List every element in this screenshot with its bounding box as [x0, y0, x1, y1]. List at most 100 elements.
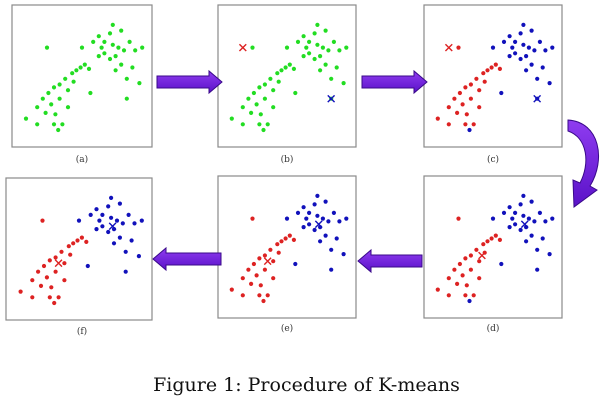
data-point [40, 96, 45, 101]
data-point [497, 66, 502, 71]
data-point [74, 68, 79, 73]
data-point [140, 45, 145, 50]
data-point [460, 273, 465, 278]
data-point [51, 85, 57, 90]
data-point [518, 202, 523, 207]
data-point [110, 22, 115, 27]
data-point [123, 249, 128, 254]
data-point [529, 62, 534, 67]
data-point [446, 293, 451, 298]
data-point [524, 239, 529, 244]
data-point [262, 82, 267, 87]
data-point [36, 269, 41, 274]
data-point [535, 267, 540, 272]
data-point [94, 207, 99, 212]
data-point [287, 62, 292, 67]
panel-a: (a) [11, 4, 153, 165]
data-point [53, 112, 58, 117]
data-point [493, 233, 498, 238]
data-point [540, 65, 545, 70]
data-point [30, 278, 35, 283]
data-point [497, 237, 502, 242]
data-point [334, 65, 339, 70]
data-point [106, 229, 111, 235]
data-point [107, 31, 113, 36]
arrow-c-to-d [567, 119, 600, 208]
data-point [229, 116, 234, 121]
data-point [507, 34, 512, 39]
data-point [344, 216, 349, 221]
data-point [468, 96, 473, 101]
data-point [71, 241, 76, 246]
data-point [456, 45, 461, 50]
centroid-red-marker [444, 43, 453, 52]
data-point [471, 293, 476, 298]
data-point [111, 241, 117, 246]
data-point [113, 54, 118, 59]
data-point [250, 216, 255, 221]
data-point [79, 235, 84, 240]
data-point [304, 45, 309, 50]
data-point [468, 267, 473, 272]
data-point [320, 45, 325, 50]
data-point [326, 219, 331, 224]
data-point [85, 263, 90, 269]
data-point [99, 45, 104, 50]
data-point [315, 193, 320, 198]
data-point [119, 28, 124, 33]
data-point [312, 31, 317, 36]
data-point [113, 68, 118, 73]
data-point [535, 247, 540, 252]
data-point [474, 247, 479, 252]
data-point [96, 34, 101, 39]
data-point [275, 71, 280, 76]
panel-label: (c) [487, 154, 499, 165]
data-point [240, 105, 245, 110]
data-point [513, 210, 518, 215]
data-point [526, 216, 532, 221]
data-point [88, 90, 93, 96]
data-point [271, 259, 276, 264]
data-point [119, 62, 124, 67]
data-point [262, 96, 267, 101]
data-point [540, 236, 545, 241]
data-point [251, 90, 256, 96]
panel-label: (d) [487, 323, 500, 334]
data-point [457, 261, 462, 267]
data-point [464, 112, 469, 117]
data-point [547, 252, 552, 257]
data-point [301, 205, 306, 210]
data-point [102, 39, 107, 45]
data-point [249, 110, 254, 115]
data-point [464, 283, 469, 288]
data-point [53, 255, 58, 260]
data-point [70, 71, 75, 76]
data-point [75, 238, 80, 243]
centroid-blue-marker [108, 222, 117, 231]
data-point [258, 112, 263, 117]
data-point [257, 85, 262, 90]
data-point [524, 68, 529, 73]
data-point [446, 276, 451, 281]
data-point [463, 256, 468, 261]
data-point [246, 267, 251, 272]
data-point [537, 210, 543, 215]
data-point [341, 81, 346, 86]
panel-frame [423, 4, 563, 148]
data-point [109, 215, 114, 220]
data-point [18, 289, 23, 294]
data-point [477, 259, 482, 264]
data-point [323, 28, 328, 33]
data-point [485, 68, 490, 73]
data-point [337, 48, 342, 53]
data-point [53, 269, 58, 274]
data-point [65, 105, 71, 110]
data-point [276, 79, 281, 84]
data-point [279, 239, 284, 244]
data-point [301, 34, 306, 39]
data-point [79, 45, 85, 50]
data-point [537, 39, 543, 45]
data-point [127, 39, 132, 45]
data-point [287, 233, 292, 238]
